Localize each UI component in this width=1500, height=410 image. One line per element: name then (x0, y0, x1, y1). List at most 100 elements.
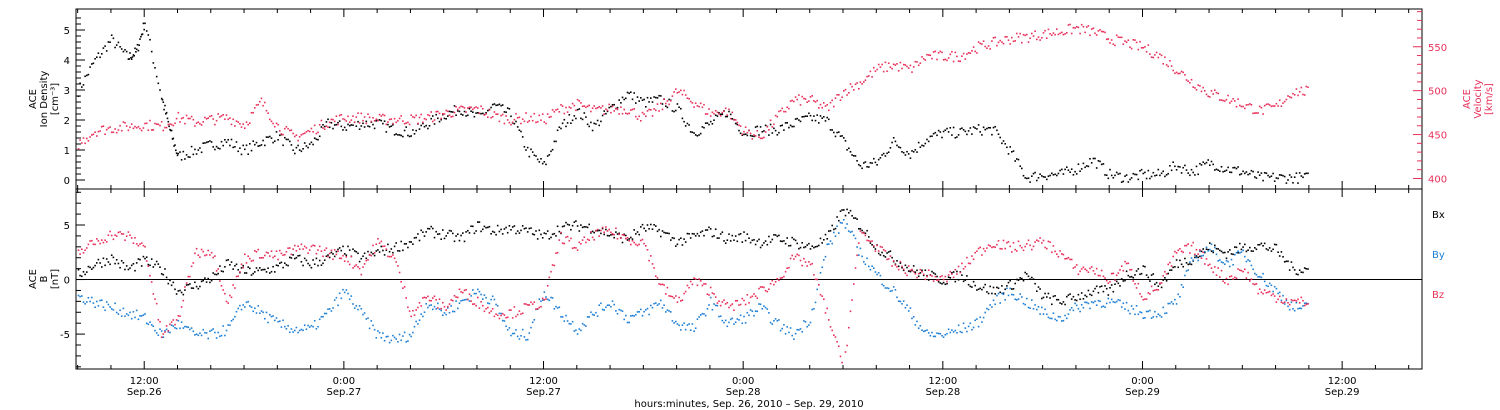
data-point (227, 118, 229, 121)
data-point (921, 56, 923, 58)
data-point (506, 107, 509, 109)
data-point (714, 304, 717, 307)
data-point (621, 310, 624, 312)
data-point (1273, 243, 1276, 246)
data-point (1157, 56, 1160, 59)
data-point (160, 121, 163, 123)
data-point (779, 329, 782, 332)
data-point (427, 127, 429, 130)
data-point (294, 135, 296, 138)
data-point (911, 268, 913, 271)
data-point (630, 315, 632, 317)
data-point (739, 314, 742, 317)
data-point (1102, 305, 1105, 307)
data-point (1220, 99, 1223, 101)
data-point (433, 305, 436, 308)
data-point (670, 239, 672, 241)
data-point (1122, 180, 1125, 183)
data-point (1122, 269, 1125, 272)
data-point (105, 241, 108, 243)
data-point (971, 50, 973, 52)
data-point (951, 134, 953, 136)
ylabel-line: [cm⁻³] (50, 83, 61, 115)
data-point (1132, 276, 1135, 279)
data-point (1280, 105, 1283, 107)
data-point (189, 275, 191, 278)
data-point (1052, 174, 1055, 176)
data-point (907, 270, 910, 272)
data-point (1157, 289, 1160, 291)
data-point (167, 282, 170, 285)
data-point (826, 116, 828, 119)
data-point (147, 34, 150, 36)
data-point (982, 40, 985, 42)
data-point (423, 235, 426, 237)
data-point (976, 250, 978, 252)
data-point (746, 311, 749, 314)
data-point (1090, 266, 1093, 268)
data-point (94, 131, 96, 133)
data-point (142, 314, 145, 316)
data-point (899, 61, 902, 64)
data-point (1224, 282, 1226, 284)
data-point (611, 104, 614, 106)
data-point (225, 300, 228, 303)
data-point (472, 303, 474, 305)
data-point (783, 110, 785, 113)
data-point (473, 303, 476, 305)
data-point (912, 265, 915, 267)
data-point (786, 106, 788, 109)
data-point (580, 224, 582, 226)
data-point (824, 105, 827, 107)
data-point (77, 148, 80, 150)
data-point (515, 113, 517, 115)
data-point (984, 128, 986, 131)
data-point (1172, 303, 1174, 305)
data-point (703, 313, 705, 315)
data-point (912, 66, 915, 68)
data-point (112, 238, 115, 241)
data-point (1224, 251, 1226, 254)
data-point (1079, 32, 1081, 35)
data-point (1282, 294, 1284, 297)
data-point (974, 127, 976, 129)
data-point (96, 262, 98, 264)
data-point (382, 332, 384, 334)
data-point (626, 321, 629, 324)
data-point (363, 126, 366, 128)
data-point (305, 328, 308, 330)
data-point (1295, 301, 1298, 304)
data-point (335, 296, 338, 299)
data-point (907, 153, 910, 155)
data-point (1293, 176, 1296, 178)
data-point (1285, 98, 1288, 101)
data-point (942, 278, 945, 281)
data-point (1215, 247, 1218, 250)
data-point (696, 318, 699, 320)
data-point (600, 107, 602, 109)
data-point (858, 88, 860, 90)
data-point (941, 136, 943, 139)
data-point (138, 44, 140, 46)
data-point (1016, 278, 1018, 281)
data-point (543, 232, 546, 234)
data-point (453, 310, 456, 313)
data-point (1026, 273, 1028, 275)
data-point (155, 332, 158, 334)
data-point (979, 42, 981, 45)
data-point (205, 254, 208, 256)
data-point (1169, 261, 1171, 264)
data-point (1215, 274, 1218, 276)
data-point (292, 331, 294, 333)
data-point (114, 302, 116, 305)
data-point (420, 113, 422, 116)
data-point (646, 110, 649, 112)
data-point (568, 239, 571, 242)
data-point (506, 231, 509, 234)
data-point (1207, 159, 1209, 161)
data-point (829, 101, 832, 104)
data-point (400, 134, 402, 137)
data-point (1242, 170, 1244, 173)
data-point (1282, 102, 1284, 104)
data-point (279, 320, 281, 322)
